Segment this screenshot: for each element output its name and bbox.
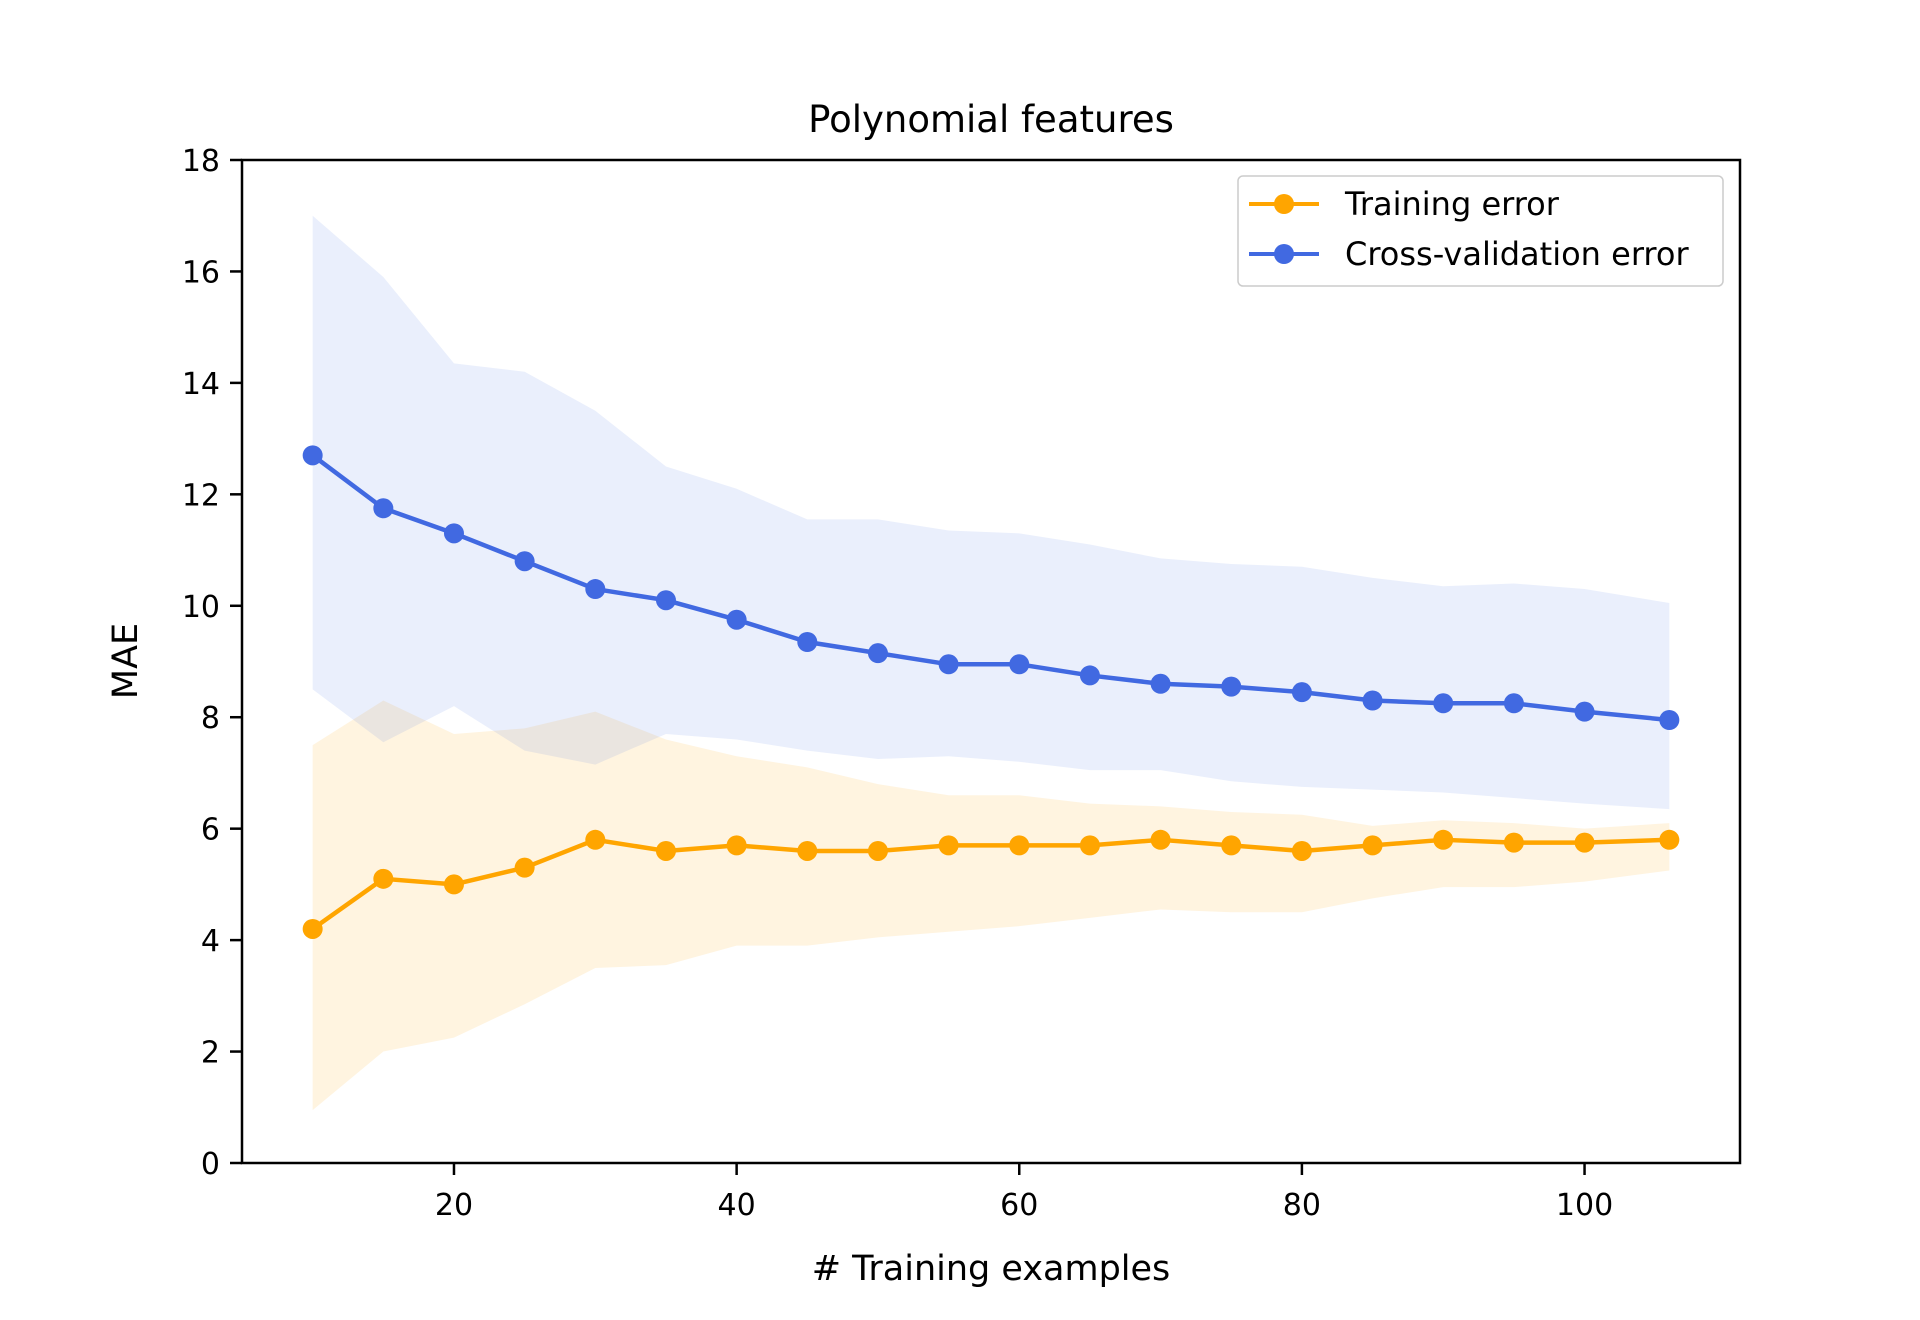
y-tick-label: 2 <box>201 1036 220 1071</box>
point-series-1-4 <box>585 579 606 600</box>
point-series-0-12 <box>1150 829 1171 850</box>
point-series-0-16 <box>1433 829 1454 850</box>
point-series-0-2 <box>443 874 464 895</box>
point-series-1-14 <box>1291 682 1312 703</box>
point-series-0-5 <box>655 840 676 861</box>
point-series-1-5 <box>655 590 676 611</box>
y-tick-label: 8 <box>201 701 220 736</box>
x-axis-ticks: 20 40 60 80 100 <box>435 1163 1613 1223</box>
point-series-0-19 <box>1659 829 1680 850</box>
point-series-1-11 <box>1079 665 1100 686</box>
point-series-0-9 <box>938 835 959 856</box>
point-series-0-0 <box>302 918 323 939</box>
point-series-0-13 <box>1221 835 1242 856</box>
legend-marker-cv <box>1274 244 1294 264</box>
legend-box <box>1237 175 1724 287</box>
point-series-1-18 <box>1574 701 1595 722</box>
line-series-0 <box>311 837 1670 931</box>
y-tick-label: 6 <box>201 813 220 848</box>
legend-marker-training <box>1274 194 1294 214</box>
x-tick-label: 40 <box>718 1188 756 1223</box>
point-series-1-19 <box>1659 710 1680 731</box>
chart-title: Polynomial features <box>808 98 1174 141</box>
y-tick-label: 16 <box>182 255 220 290</box>
point-series-0-4 <box>585 829 606 850</box>
point-series-0-6 <box>726 835 747 856</box>
y-tick-label: 0 <box>201 1147 220 1182</box>
point-series-1-7 <box>797 631 818 652</box>
point-series-0-17 <box>1503 832 1524 853</box>
point-series-1-8 <box>867 643 888 664</box>
y-axis-ticks: 0 2 4 6 8 10 12 14 16 18 <box>182 144 242 1182</box>
point-series-0-8 <box>867 840 888 861</box>
point-series-1-6 <box>726 609 747 630</box>
legend: Training error Cross-validation error <box>1237 175 1724 287</box>
x-tick-label: 100 <box>1556 1188 1613 1223</box>
y-tick-label: 4 <box>201 924 220 959</box>
point-series-1-15 <box>1362 690 1383 711</box>
plot-frame <box>240 158 1742 1165</box>
x-tick-label: 20 <box>435 1188 473 1223</box>
point-series-0-11 <box>1079 835 1100 856</box>
x-tick-label: 80 <box>1283 1188 1321 1223</box>
y-tick-label: 10 <box>182 590 220 625</box>
y-tick-label: 18 <box>182 144 220 179</box>
point-series-1-2 <box>443 523 464 544</box>
point-series-0-1 <box>373 868 394 889</box>
point-series-1-12 <box>1150 673 1171 694</box>
point-series-1-0 <box>302 445 323 466</box>
x-tick-label: 60 <box>1000 1188 1038 1223</box>
point-series-0-18 <box>1574 832 1595 853</box>
series-lines <box>311 453 1670 931</box>
line-series-1 <box>311 453 1670 723</box>
confidence-bands <box>312 215 1670 1111</box>
series-points <box>302 445 1680 939</box>
y-axis-label: MAE <box>106 623 146 699</box>
point-series-1-9 <box>938 654 959 675</box>
point-series-0-10 <box>1009 835 1030 856</box>
point-series-1-1 <box>373 498 394 519</box>
legend-label-training: Training error <box>1344 185 1560 223</box>
point-series-1-13 <box>1221 676 1242 697</box>
point-series-1-16 <box>1433 693 1454 714</box>
point-series-1-17 <box>1503 693 1524 714</box>
band-series-1 <box>312 215 1670 810</box>
legend-label-cv: Cross-validation error <box>1345 235 1689 273</box>
point-series-0-7 <box>797 840 818 861</box>
band-series-0 <box>312 700 1670 1111</box>
point-series-0-15 <box>1362 835 1383 856</box>
y-tick-label: 12 <box>182 478 220 513</box>
point-series-1-3 <box>514 551 535 572</box>
point-series-0-14 <box>1291 840 1312 861</box>
point-series-1-10 <box>1009 654 1030 675</box>
x-axis-label: # Training examples <box>812 1249 1171 1289</box>
y-tick-label: 14 <box>182 367 220 402</box>
point-series-0-3 <box>514 857 535 878</box>
